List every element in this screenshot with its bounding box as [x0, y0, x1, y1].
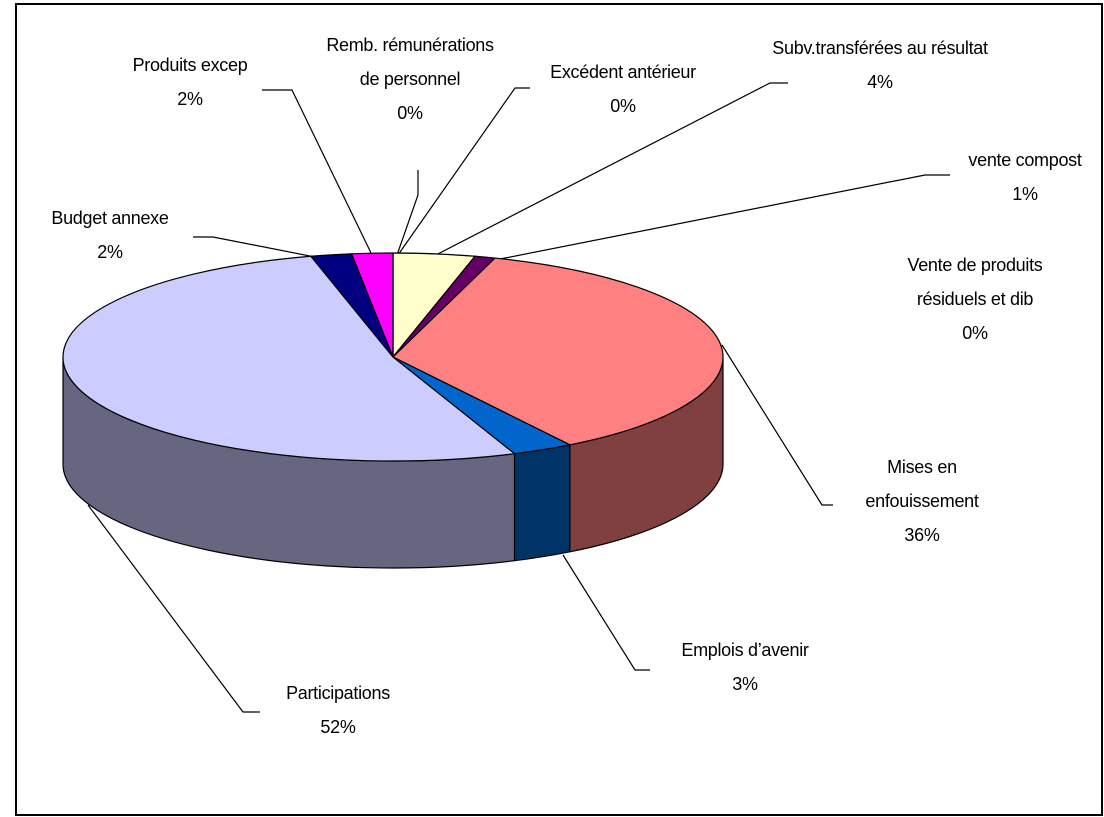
category-label: Participations	[286, 683, 390, 703]
category-label: Vente de produits résiduels et dib	[907, 255, 1043, 309]
leader-line	[562, 554, 650, 671]
category-label: Subv.transférées au résultat	[772, 38, 988, 58]
value-label: 0%	[610, 96, 636, 116]
leader-line	[396, 170, 419, 256]
slice-label: Remb. rémunérations de personnel 0%	[325, 28, 495, 130]
value-label: 36%	[904, 525, 940, 545]
value-label: 1%	[1012, 184, 1038, 204]
leader-line	[87, 504, 260, 713]
value-label: 4%	[867, 72, 893, 92]
slice-label: Emplois d’avenir 3%	[645, 633, 845, 701]
slice-label: Subv.transférées au résultat 4%	[765, 31, 995, 99]
leader-line	[193, 236, 321, 259]
slice-label: vente compost 1%	[945, 143, 1104, 211]
value-label: 2%	[97, 242, 123, 262]
chart-border	[15, 3, 1103, 816]
slice-label: Participations 52%	[238, 676, 438, 744]
leader-line	[721, 344, 833, 506]
category-label: Excédent antérieur	[550, 62, 696, 82]
category-label: Remb. rémunérations de personnel	[326, 35, 494, 89]
slice	[391, 257, 724, 446]
category-label: Emplois d’avenir	[681, 640, 809, 660]
slice-label: Vente de produits résiduels et dib 0%	[875, 248, 1075, 350]
pie-walls	[62, 356, 724, 569]
value-label: 0%	[962, 323, 988, 343]
value-label: 0%	[397, 103, 423, 123]
category-label: Budget annexe	[51, 208, 169, 228]
leader-line	[397, 87, 530, 256]
slice-side	[513, 444, 571, 562]
category-label: Produits excep	[132, 55, 248, 75]
value-label: 2%	[177, 89, 203, 109]
value-label: 52%	[320, 717, 356, 737]
category-label: Mises en enfouissement	[865, 457, 979, 511]
slice-label: Budget annexe 2%	[20, 201, 200, 269]
slice-label: Mises en enfouissement 36%	[837, 450, 1007, 552]
category-label: vente compost	[968, 150, 1082, 170]
leader-line	[484, 174, 950, 263]
slice-label: Excédent antérieur 0%	[503, 55, 743, 123]
slice	[62, 255, 516, 462]
value-label: 3%	[732, 674, 758, 694]
leader-line	[429, 82, 788, 259]
slice-label: Produits excep 2%	[100, 48, 280, 116]
leader-lines	[87, 82, 950, 713]
pie-tops	[62, 252, 724, 462]
leader-line	[262, 89, 373, 256]
